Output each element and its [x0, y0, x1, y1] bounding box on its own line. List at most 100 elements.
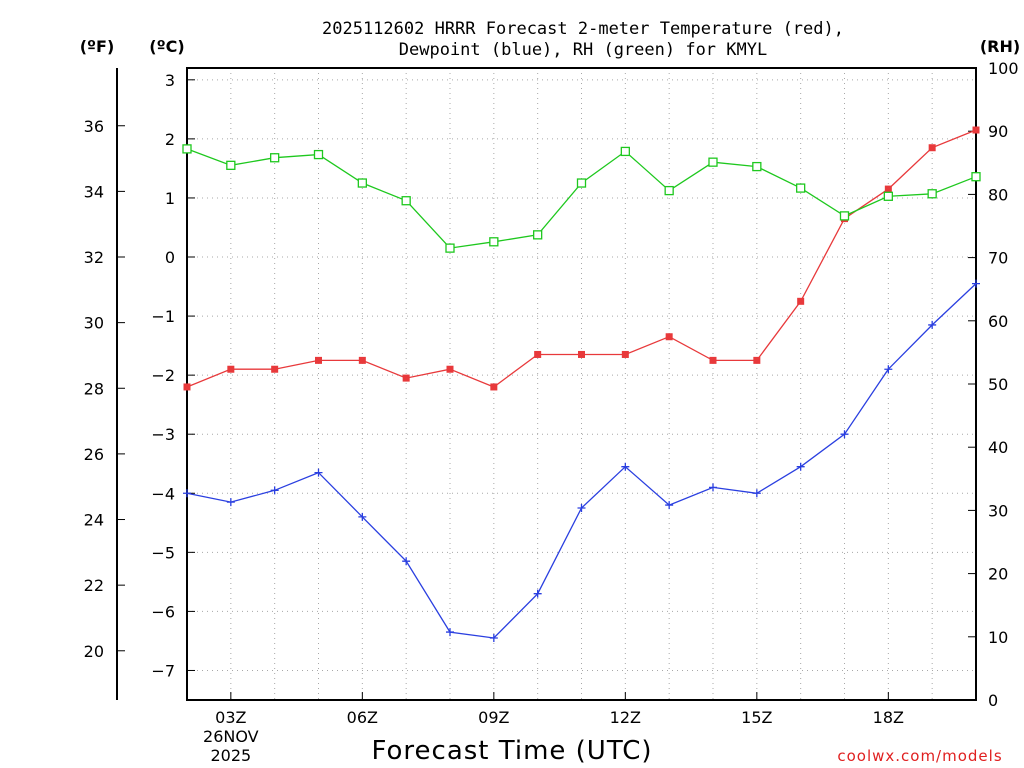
x-axis-title: Forecast Time (UTC) [371, 736, 652, 766]
rh-point [796, 183, 806, 193]
rh-tick-label: 80 [988, 185, 1008, 204]
fahrenheit-tick-label: 24 [84, 511, 104, 530]
celsius-tick-label: −6 [151, 602, 175, 621]
celsius-tick-label: 1 [165, 189, 175, 208]
temperature-point [227, 365, 235, 373]
rh-point [620, 146, 630, 157]
temperature-point [621, 350, 629, 358]
rh-tick-label: 60 [988, 312, 1008, 331]
rh-tick-label: 40 [988, 438, 1008, 457]
dewpoint-point [270, 486, 279, 495]
temperature-point [534, 350, 542, 358]
rh-point [489, 237, 499, 247]
fahrenheit-tick-label: 28 [84, 379, 104, 398]
temperature-point [271, 365, 279, 373]
dewpoint-point [884, 365, 893, 374]
dewpoint-point [489, 633, 498, 642]
dewpoint-point [358, 512, 367, 521]
temperature-point [578, 350, 585, 358]
fahrenheit-tick-label: 22 [84, 576, 104, 595]
temperature-point [797, 297, 805, 305]
celsius-tick-label: 3 [165, 71, 175, 90]
x-tick-label: 15Z [741, 708, 772, 727]
dewpoint-point [226, 498, 235, 507]
celsius-tick-label: −5 [151, 543, 175, 562]
rh-tick-label: 10 [988, 628, 1008, 647]
x-tick-label: 18Z [873, 708, 904, 727]
temperature-point [402, 374, 410, 382]
rh-point [839, 211, 850, 221]
dewpoint-point [928, 320, 937, 329]
rh-point [576, 178, 587, 188]
temperature-point [928, 144, 936, 152]
temperature-point [709, 356, 717, 364]
rh-point [270, 153, 280, 163]
celsius-unit-label: (ºC) [149, 37, 184, 56]
temperature-point [490, 383, 498, 391]
grid-lines [187, 68, 976, 700]
dewpoint-point [709, 483, 717, 492]
x-tick-label: 09Z [478, 708, 509, 727]
fahrenheit-tick-label: 34 [84, 182, 104, 201]
data-series [182, 126, 981, 642]
dewpoint-point [183, 489, 191, 498]
rh-point [401, 196, 411, 206]
temperature-point [753, 356, 761, 364]
rh-tick-label: 20 [988, 565, 1008, 584]
rh-point [182, 144, 192, 154]
dewpoint-point [665, 501, 674, 510]
rh-point [533, 230, 543, 240]
rh-point [445, 243, 455, 253]
x-tick-label: 03Z [215, 708, 246, 727]
rh-tick-label: 50 [988, 375, 1008, 394]
tick-labels: 3634323028262422203210−1−2−3−4−5−6−71009… [84, 59, 1019, 765]
temperature-point [315, 356, 322, 364]
rh-point [927, 189, 937, 199]
x-date-label: 26NOV [203, 727, 259, 746]
rh-point [226, 160, 236, 170]
rh-point [971, 172, 981, 182]
temperature-point [358, 356, 366, 364]
dewpoint-point [314, 468, 323, 477]
temperature-point [884, 185, 892, 193]
fahrenheit-tick-label: 32 [84, 248, 104, 267]
dewpoint-point [446, 628, 454, 637]
x-tick-label: 06Z [347, 708, 378, 727]
rh-point [313, 149, 324, 160]
rh-point [708, 157, 718, 167]
temperature-point [183, 383, 191, 391]
chart-title-line2: Dewpoint (blue), RH (green) for KMYL [399, 40, 767, 60]
dewpoint-line [186, 283, 977, 639]
rh-point [752, 161, 762, 172]
celsius-tick-label: 0 [165, 248, 175, 267]
celsius-tick-label: −1 [151, 307, 175, 326]
rh-tick-label: 90 [988, 122, 1008, 141]
celsius-tick-label: 2 [165, 130, 175, 149]
dewpoint-point [533, 589, 542, 598]
fahrenheit-tick-label: 30 [84, 314, 104, 333]
fahrenheit-unit-label: (ºF) [80, 37, 115, 56]
celsius-tick-label: −3 [151, 425, 175, 444]
rh-point [357, 178, 367, 188]
rh-tick-label: 30 [988, 501, 1008, 520]
dewpoint-point [796, 462, 805, 471]
x-year-label: 2025 [210, 746, 251, 765]
rh-tick-label: 70 [988, 249, 1008, 268]
fahrenheit-tick-label: 36 [84, 117, 104, 136]
temperature-point [665, 333, 673, 341]
dewpoint-point [840, 430, 849, 439]
rh-unit-label: (RH) [980, 37, 1020, 56]
dewpoint-point [402, 557, 411, 566]
dewpoint-point [752, 489, 761, 498]
temperature-point [446, 365, 454, 373]
rh-point [664, 185, 674, 196]
rh-tick-label: 0 [988, 691, 998, 710]
site-credit: coolwx.com/models [837, 747, 1002, 765]
rh-tick-label: 100 [988, 59, 1019, 78]
celsius-tick-label: −2 [151, 366, 175, 385]
dewpoint-point [577, 504, 586, 513]
dewpoint-point [972, 279, 980, 288]
chart-title-line1: 2025112602 HRRR Forecast 2-meter Tempera… [322, 19, 844, 39]
rh-point [883, 191, 893, 201]
